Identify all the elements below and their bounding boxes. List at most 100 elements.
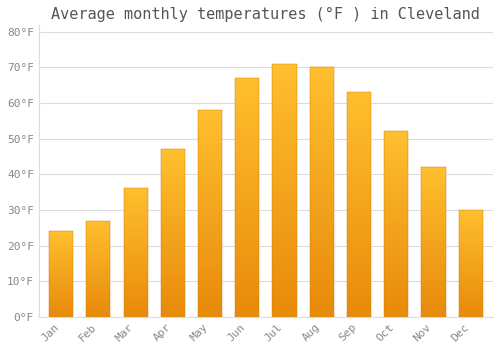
Bar — [235, 195, 260, 197]
Bar — [422, 261, 446, 263]
Bar — [347, 97, 371, 99]
Bar — [347, 276, 371, 279]
Bar — [422, 312, 446, 314]
Bar — [310, 67, 334, 70]
Bar — [458, 282, 483, 284]
Bar — [272, 69, 296, 71]
Bar — [422, 206, 446, 208]
Bar — [458, 255, 483, 256]
Bar — [86, 290, 110, 291]
Bar — [310, 195, 334, 197]
Bar — [422, 229, 446, 230]
Bar — [198, 220, 222, 222]
Bar — [347, 254, 371, 256]
Bar — [49, 302, 73, 303]
Bar — [422, 244, 446, 245]
Bar — [384, 246, 408, 248]
Bar — [86, 285, 110, 286]
Bar — [272, 74, 296, 76]
Bar — [160, 163, 185, 164]
Bar — [160, 287, 185, 288]
Bar — [160, 236, 185, 238]
Bar — [124, 197, 148, 199]
Bar — [422, 271, 446, 272]
Bar — [49, 251, 73, 252]
Bar — [124, 236, 148, 237]
Bar — [49, 259, 73, 260]
Bar — [310, 212, 334, 215]
Bar — [160, 208, 185, 210]
Bar — [235, 204, 260, 207]
Bar — [124, 273, 148, 274]
Bar — [272, 158, 296, 160]
Bar — [458, 314, 483, 315]
Bar — [272, 276, 296, 279]
Bar — [458, 242, 483, 243]
Bar — [347, 117, 371, 119]
Bar — [235, 99, 260, 102]
Bar — [384, 278, 408, 280]
Bar — [422, 306, 446, 308]
Bar — [458, 225, 483, 226]
Bar — [272, 165, 296, 168]
Bar — [124, 255, 148, 257]
Bar — [124, 298, 148, 299]
Bar — [458, 236, 483, 237]
Bar — [198, 302, 222, 304]
Bar — [235, 224, 260, 226]
Bar — [384, 168, 408, 170]
Bar — [458, 222, 483, 223]
Bar — [49, 239, 73, 240]
Bar — [235, 114, 260, 116]
Bar — [272, 284, 296, 286]
Bar — [458, 253, 483, 254]
Bar — [272, 241, 296, 243]
Bar — [49, 282, 73, 284]
Bar — [160, 228, 185, 230]
Bar — [272, 314, 296, 317]
Bar — [384, 285, 408, 287]
Bar — [310, 95, 334, 97]
Bar — [124, 189, 148, 317]
Bar — [198, 193, 222, 195]
Bar — [198, 118, 222, 120]
Bar — [198, 243, 222, 244]
Bar — [347, 207, 371, 209]
Bar — [124, 313, 148, 314]
Bar — [458, 274, 483, 275]
Bar — [124, 285, 148, 286]
Bar — [160, 276, 185, 278]
Bar — [86, 281, 110, 282]
Bar — [235, 116, 260, 119]
Bar — [272, 218, 296, 220]
Bar — [235, 154, 260, 157]
Bar — [49, 289, 73, 290]
Bar — [124, 315, 148, 317]
Bar — [272, 271, 296, 274]
Bar — [384, 155, 408, 158]
Bar — [49, 246, 73, 247]
Bar — [235, 166, 260, 169]
Bar — [49, 240, 73, 241]
Bar — [198, 261, 222, 263]
Bar — [86, 251, 110, 252]
Bar — [198, 309, 222, 310]
Bar — [124, 239, 148, 240]
Bar — [86, 279, 110, 280]
Bar — [86, 270, 110, 271]
Bar — [160, 253, 185, 255]
Bar — [384, 315, 408, 317]
Bar — [347, 175, 371, 177]
Bar — [458, 260, 483, 261]
Bar — [235, 207, 260, 209]
Bar — [272, 236, 296, 238]
Bar — [49, 287, 73, 288]
Bar — [198, 205, 222, 207]
Bar — [347, 267, 371, 270]
Bar — [235, 250, 260, 252]
Bar — [272, 183, 296, 185]
Bar — [384, 217, 408, 218]
Bar — [49, 281, 73, 282]
Bar — [235, 181, 260, 183]
Bar — [422, 279, 446, 281]
